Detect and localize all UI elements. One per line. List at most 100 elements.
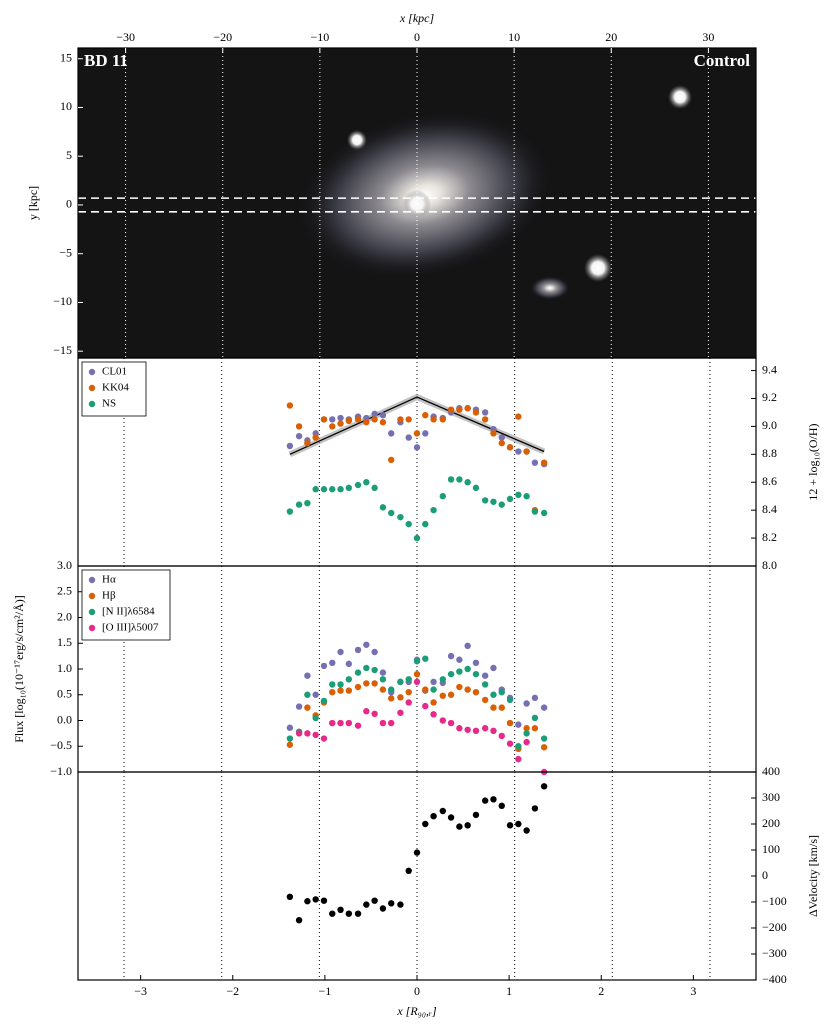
data-point	[413, 849, 421, 856]
data-point	[430, 699, 437, 706]
data-point	[490, 498, 497, 505]
y-tick-label: 9.0	[762, 418, 777, 432]
x-tick-label: −30	[116, 30, 135, 44]
data-point	[413, 670, 421, 678]
data-point	[430, 711, 437, 718]
y-tick-label: −400	[762, 972, 787, 986]
data-point	[388, 456, 395, 464]
data-point	[329, 486, 336, 493]
y-tick-label: 8.4	[762, 502, 777, 516]
legend-label: [N II]λ6584	[102, 606, 155, 618]
data-point	[329, 659, 336, 667]
data-point	[320, 486, 328, 493]
panel-frame	[77, 565, 757, 773]
y-tick-label: 9.4	[762, 362, 777, 376]
data-point	[515, 820, 522, 828]
panel: BD 11 Control −15 −10 −5 0 5 10 15 −30 −20 −10 0 10 20…	[26, 11, 757, 359]
data-point	[345, 676, 353, 683]
data-point	[320, 897, 328, 904]
y-axis-label: y [kpc]	[26, 186, 40, 220]
data-point	[531, 725, 539, 732]
data-point	[312, 434, 319, 441]
data-point	[422, 702, 429, 710]
data-point	[329, 416, 336, 423]
data-point	[371, 484, 378, 492]
y-tick-label: 0	[66, 197, 72, 211]
data-point	[397, 694, 404, 701]
data-point	[329, 681, 336, 688]
data-point	[337, 719, 344, 727]
data-point	[345, 687, 353, 694]
data-point	[388, 686, 395, 693]
data-point	[295, 423, 303, 430]
data-point	[388, 900, 395, 907]
legend-label: Hα	[102, 574, 116, 586]
data-point	[506, 495, 514, 503]
legend-marker	[88, 592, 96, 600]
data-point	[498, 802, 505, 809]
data-point	[498, 688, 505, 696]
data-point	[354, 481, 362, 489]
data-point	[481, 725, 489, 732]
legend-label: [O III]λ5007	[102, 622, 159, 634]
x-axis-label: x [R₉₀,ᵣ]	[396, 1004, 437, 1018]
data-point	[354, 910, 362, 917]
data-point	[531, 694, 539, 702]
data-point	[379, 686, 387, 693]
data-point	[304, 691, 311, 698]
data-point	[430, 678, 437, 686]
data-point	[481, 409, 489, 416]
star	[668, 85, 692, 109]
data-point	[405, 520, 412, 528]
data-point	[481, 696, 489, 704]
data-point	[523, 738, 530, 746]
galaxy-image	[78, 48, 756, 358]
data-point	[456, 656, 463, 663]
data-point	[405, 676, 412, 683]
data-point	[286, 724, 294, 731]
data-point	[422, 655, 429, 662]
data-point	[430, 813, 437, 820]
data-point	[304, 730, 311, 737]
x-axis-label: x [kpc]	[399, 11, 435, 25]
data-point	[490, 727, 497, 734]
data-point	[464, 642, 471, 650]
legend-label: CL01	[102, 366, 127, 378]
panel: −1.0 −0.5 0.0 0.5 1.0 1.5 2.0 2.5 3.0 Flux [log₁₀…	[12, 558, 757, 778]
data-point	[531, 805, 539, 812]
data-point	[456, 683, 463, 691]
data-point	[388, 695, 395, 702]
data-point	[439, 807, 446, 815]
data-point	[405, 434, 412, 441]
x-tick-label: 0	[414, 30, 420, 44]
x-tick-label: 30	[702, 30, 714, 44]
y-axis-label: ΔVelocity [km/s]	[806, 835, 820, 917]
legend-marker	[88, 400, 96, 408]
data-point	[371, 648, 378, 656]
y-tick-label: 8.0	[762, 558, 777, 572]
data-point	[447, 670, 455, 678]
y-tick-label: −5	[59, 245, 72, 259]
data-point	[422, 820, 429, 828]
data-point	[397, 416, 404, 423]
data-point	[405, 867, 412, 874]
data-point	[329, 423, 336, 430]
data-point	[405, 688, 412, 696]
y-tick-label: 15	[60, 50, 72, 64]
x-tick-label: 10	[508, 30, 520, 44]
data-point	[413, 430, 421, 437]
data-point	[447, 652, 455, 660]
data-point	[304, 898, 311, 905]
data-point	[354, 683, 362, 691]
data-point	[371, 666, 378, 674]
data-point	[345, 660, 353, 668]
data-point	[464, 665, 471, 673]
legend-label: NS	[102, 398, 116, 410]
data-point	[456, 823, 463, 830]
y-tick-label: 2.5	[57, 584, 72, 598]
data-point	[439, 692, 446, 699]
y-tick-label: 400	[762, 764, 780, 778]
data-point	[286, 402, 294, 409]
data-point	[363, 664, 370, 672]
y-tick-label: 1.5	[57, 635, 72, 649]
